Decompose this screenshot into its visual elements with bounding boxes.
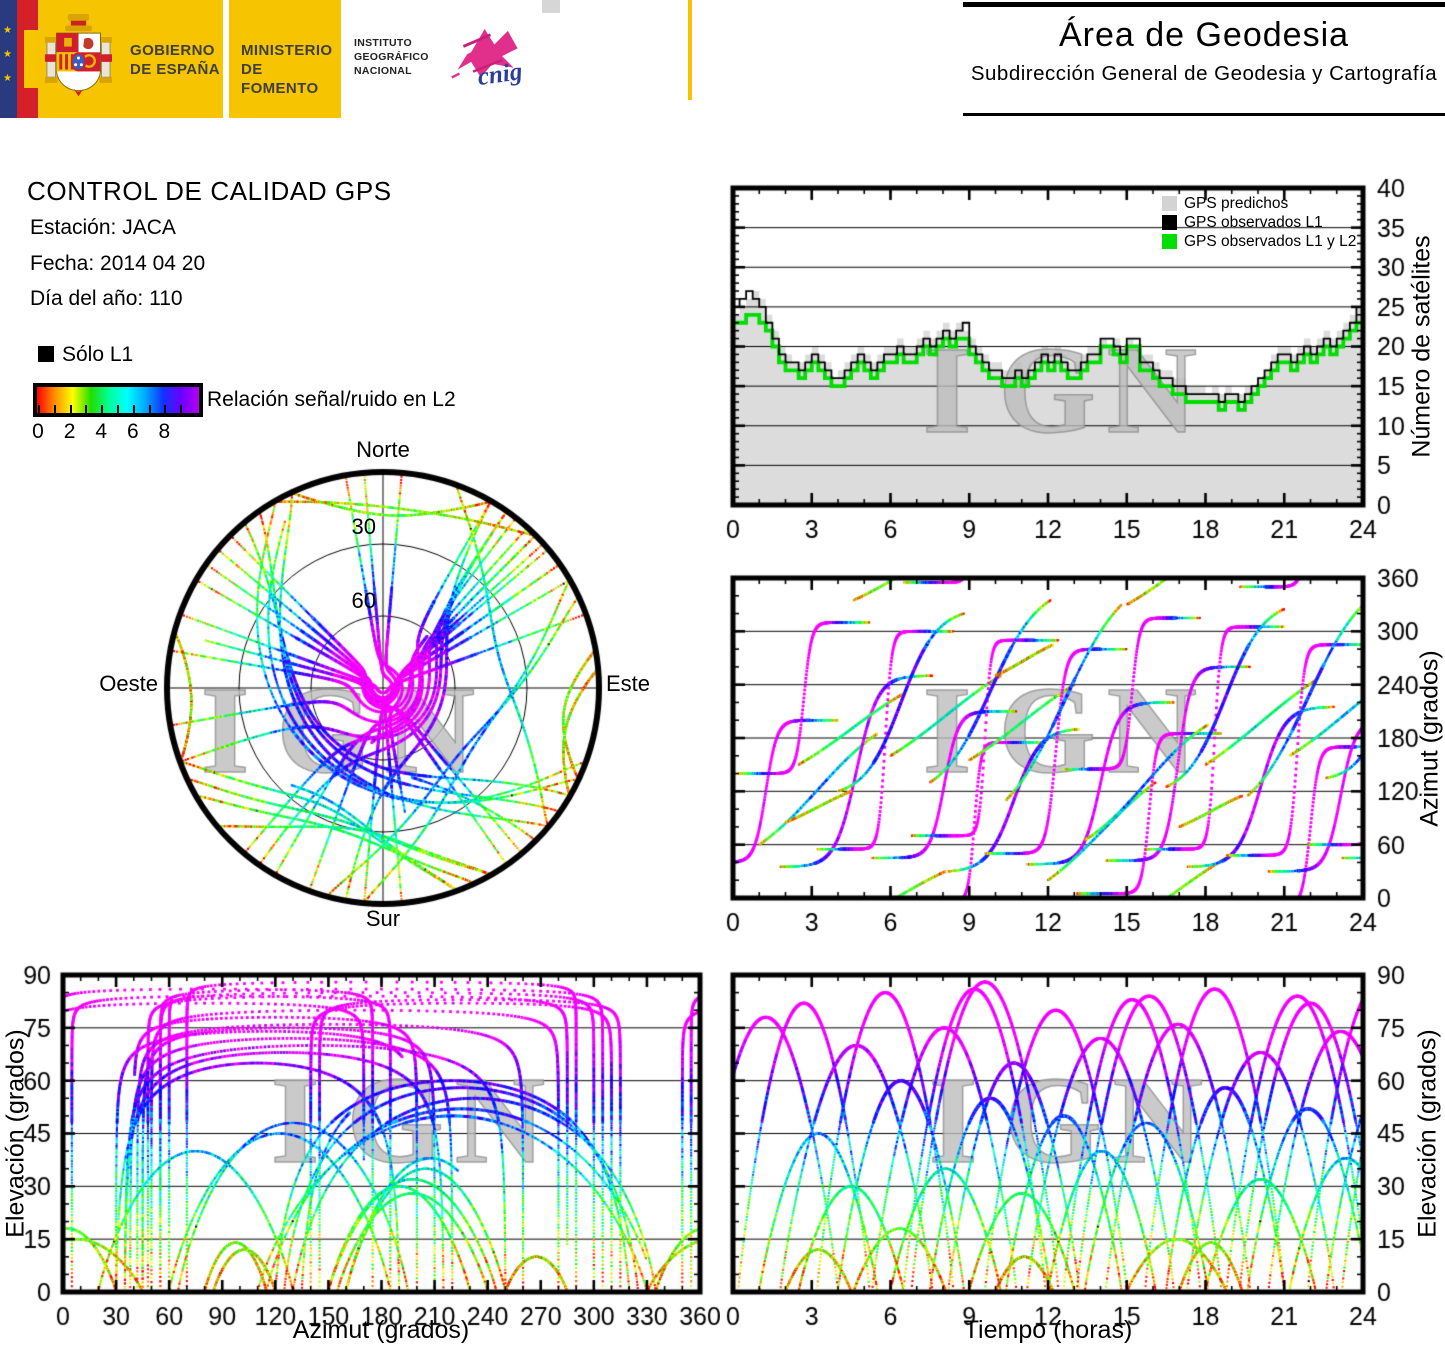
date-label: Fecha: 2014 04 20 — [30, 252, 206, 275]
gobierno-line2: DE ESPAÑA — [130, 61, 221, 78]
solo-l1-swatch — [38, 346, 54, 362]
colorbar-tick — [69, 405, 72, 413]
instituto-line1: INSTITUTO — [354, 37, 412, 49]
legend-row-observados-l1-l2: GPS observados L1 y L2 — [1162, 232, 1367, 251]
colorbar-tick — [53, 405, 56, 413]
skyplot-south-label: Sur — [365, 906, 401, 931]
colorbar-tick — [164, 405, 167, 413]
satellites-chart-canvas — [690, 150, 1445, 550]
legend-label-observados-l1: GPS observados L1 — [1184, 213, 1323, 231]
skyplot-canvas — [150, 440, 620, 952]
colorbar-tick — [148, 405, 151, 413]
legend-swatch-predichos — [1162, 196, 1177, 211]
elevation-azimuth-chart-canvas — [0, 950, 720, 1350]
spain-flag-stripe — [24, 0, 38, 118]
skyplot-ring-label-30: 30 — [351, 514, 376, 539]
colorbar-tick — [117, 405, 119, 413]
station-label: Estación: JACA — [30, 216, 176, 239]
ministerio-logo-box: MINISTERIO DE FOMENTO — [229, 0, 341, 118]
ministerio-label: MINISTERIO DE FOMENTO — [241, 41, 341, 98]
skyplot-ring-label-60: 60 — [351, 588, 376, 613]
colorbar-tick-label: 0 — [32, 420, 44, 443]
legend-label-observados-l1-l2: GPS observados L1 y L2 — [1184, 232, 1357, 250]
header-bottom-rule — [963, 113, 1445, 116]
colorbar-tick-label: 6 — [126, 420, 139, 443]
legend-label-predichos: GPS predichos — [1184, 194, 1289, 212]
flag-band-red — [24, 0, 38, 30]
elevation-azimuth-y-axis-title: Elevación (grados) — [1, 1029, 30, 1238]
legend-row-observados-l1: GPS observados L1 — [1162, 213, 1367, 232]
instituto-label: INSTITUTO GEOGRÁFICO NACIONAL — [354, 36, 429, 78]
skyplot-west-label: Oeste — [99, 671, 158, 696]
skyplot-north-label: Norte — [356, 437, 410, 462]
flag-red-stripe — [17, 0, 24, 118]
colorbar-tick-label: 8 — [158, 420, 171, 443]
gobierno-logo-box: GOBIERNO DE ESPAÑA — [38, 0, 223, 118]
page-title: Área de Geodesia — [1058, 16, 1350, 54]
star-icon: ★ — [3, 73, 12, 84]
colorbar-tick-label: 2 — [63, 420, 76, 443]
colorbar-tick — [132, 405, 135, 413]
header-top-rule — [963, 2, 1445, 7]
azimuth-chart-canvas — [690, 555, 1445, 945]
instituto-line3: NACIONAL — [354, 65, 412, 77]
star-icon: ★ — [3, 25, 12, 36]
spain-coat-of-arms-icon — [45, 14, 112, 97]
legend-swatch-observados-l1-l2 — [1162, 234, 1177, 249]
colorbar-tick — [38, 405, 40, 413]
legend-row-predichos: GPS predichos — [1162, 194, 1367, 213]
gobierno-label: GOBIERNO DE ESPAÑA — [130, 41, 220, 79]
flag-band-red — [24, 88, 38, 118]
colorbar-tick — [85, 405, 88, 413]
report-title: CONTROL DE CALIDAD GPS — [27, 176, 392, 206]
elevation-time-chart-canvas — [690, 950, 1445, 1350]
cnig-logo-icon: cnig — [451, 28, 524, 91]
snr-colorbar-label: Relación señal/ruido en L2 — [207, 388, 456, 411]
elevation-time-x-axis-title: Tiempo (horas) — [963, 1316, 1133, 1344]
area-title-block: Área de Geodesia Subdirección General de… — [963, 0, 1445, 120]
colorbar-tick — [101, 405, 104, 413]
cnig-text: cnig — [476, 58, 524, 91]
azimuth-y-axis-title: Azimut (grados) — [1415, 650, 1444, 827]
ign-box-yellow-edge — [688, 0, 692, 100]
colorbar-tick — [180, 405, 183, 413]
page-subtitle: Subdirección General de Geodesia y Carto… — [970, 62, 1438, 85]
elevation-azimuth-x-axis-title: Azimut (grados) — [292, 1316, 470, 1344]
instituto-line2: GEOGRÁFICO — [354, 51, 429, 63]
ministerio-line2: DE FOMENTO — [241, 61, 319, 97]
colorbar-tick-label: 4 — [95, 420, 108, 443]
skyplot-east-label: Este — [606, 671, 651, 696]
solo-l1-label: Sólo L1 — [62, 343, 134, 366]
flag-band-yellow — [24, 30, 38, 88]
satellites-y-axis-title: Número de satélites — [1407, 235, 1436, 458]
eu-flag-strip: ★ ★ ★ — [0, 0, 17, 118]
ministerio-line1: MINISTERIO — [241, 42, 333, 59]
satellites-chart-legend: GPS predichos GPS observados L1 GPS obse… — [1162, 194, 1367, 251]
legend-swatch-observados-l1 — [1162, 215, 1177, 230]
ign-logo-box: INSTITUTO GEOGRÁFICO NACIONAL cnig — [344, 0, 692, 118]
star-icon: ★ — [3, 49, 12, 60]
doy-label: Día del año: 110 — [30, 287, 183, 310]
gobierno-line1: GOBIERNO — [130, 42, 215, 59]
elevation-time-y-axis-title: Elevación (grados) — [1413, 1029, 1442, 1238]
